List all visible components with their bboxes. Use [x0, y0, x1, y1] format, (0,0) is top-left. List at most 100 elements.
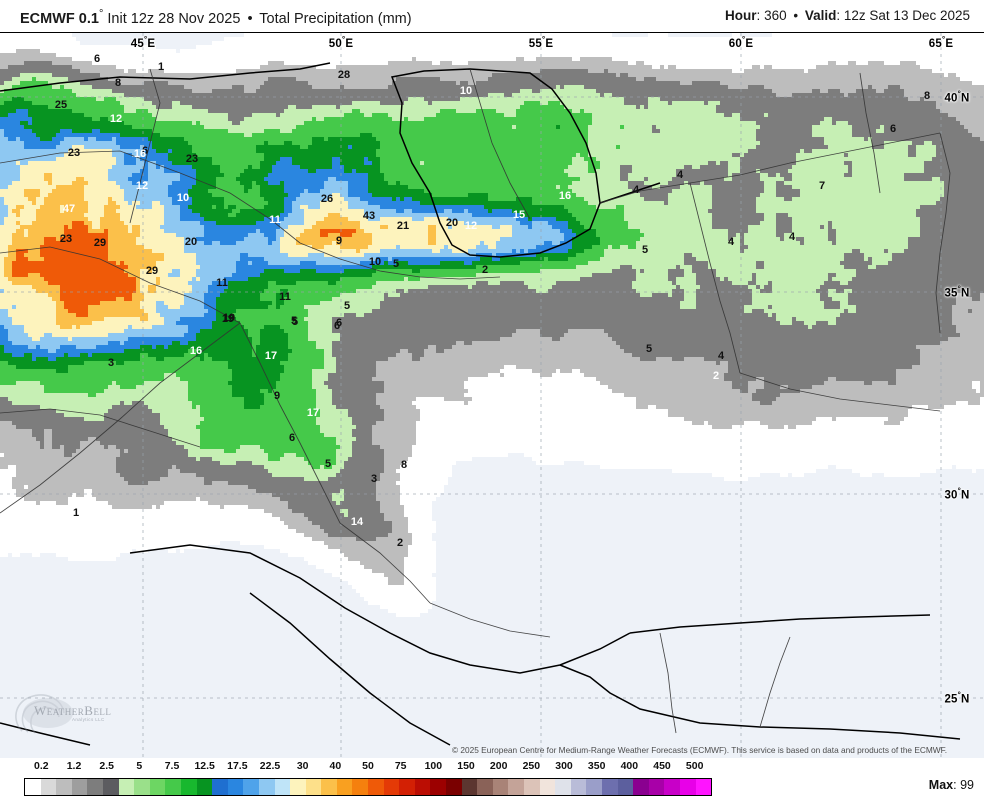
- colorbar-cell: [258, 779, 275, 795]
- colorbar-cell: [87, 779, 103, 795]
- precip-value-label: 20: [445, 217, 459, 229]
- header-separator-1: •: [247, 10, 253, 27]
- colorbar-cell: [274, 779, 291, 795]
- colorbar-tick: 250: [522, 760, 541, 772]
- precip-value-label: 6: [889, 123, 897, 135]
- latitude-label: 30°N: [944, 486, 970, 502]
- hour-value: 360: [764, 8, 787, 23]
- colorbar-cell: [149, 779, 166, 795]
- colorbar-cell: [492, 779, 509, 795]
- precip-value-label: 4: [727, 236, 735, 248]
- colorbar-cell: [165, 779, 181, 795]
- colorbar-cell: [336, 779, 353, 795]
- init-time: Init 12z 28 Nov 2025: [107, 10, 241, 27]
- colorbar-tick: 0.2: [34, 760, 49, 772]
- precip-value-label: 5: [291, 316, 299, 328]
- weatherbell-watermark: WeatherBell Analytics LLC: [8, 691, 128, 737]
- precip-value-label: 16: [558, 190, 572, 202]
- precip-value-label: 19: [222, 312, 236, 324]
- precip-value-label: 20: [184, 236, 198, 248]
- colorbar-tick: 50: [362, 760, 374, 772]
- colorbar-cell: [555, 779, 571, 795]
- colorbar-tick: 7.5: [164, 760, 180, 772]
- colorbar-tick: 17.5: [227, 760, 248, 772]
- precip-value-label: 3: [107, 357, 115, 369]
- longitude-label: 55°E: [528, 35, 554, 50]
- precip-value-label: 5: [324, 458, 332, 470]
- colorbar-cell: [664, 779, 680, 795]
- precip-value-label: 6: [333, 320, 341, 332]
- latitude-label: 25°N: [944, 690, 970, 706]
- header-title-right: Hour: 360 • Valid: 12z Sat 13 Dec 2025: [725, 8, 970, 23]
- precip-value-label: 11: [269, 214, 281, 226]
- colorbar-cell: [399, 779, 415, 795]
- precip-value-label: 6: [141, 145, 149, 157]
- precip-value-label: 12: [464, 220, 478, 232]
- precip-value-label: 6: [288, 432, 296, 444]
- header-separator-2: •: [793, 8, 799, 23]
- colorbar-cell: [446, 779, 462, 795]
- colorbar-cell: [383, 779, 400, 795]
- precip-value-label: 8: [114, 77, 122, 89]
- precip-value-label: 12: [135, 180, 149, 192]
- colorbar-cell: [586, 779, 602, 795]
- precipitation-field: [0, 33, 984, 757]
- precip-value-label: 28: [337, 69, 351, 81]
- colorbar-cell: [243, 779, 259, 795]
- colorbar-tick: 100: [424, 760, 443, 772]
- ecmwf-credit: © 2025 European Centre for Medium-Range …: [452, 745, 948, 755]
- degree-symbol: °: [98, 8, 104, 20]
- valid-label: Valid: [804, 8, 837, 23]
- colorbar-cell: [695, 779, 712, 795]
- colorbar-cell: [352, 779, 369, 795]
- colorbar-cell: [290, 779, 306, 795]
- precip-value-label: 6: [335, 317, 343, 329]
- colorbar-cell: [180, 779, 197, 795]
- precip-value-label: 8: [400, 459, 408, 471]
- precip-value-label: 10: [459, 85, 473, 97]
- colorbar-tick: 300: [555, 760, 573, 772]
- precip-value-label: 9: [335, 235, 343, 247]
- valid-value: 12z Sat 13 Dec 2025: [843, 8, 970, 23]
- colorbar-tick: 30: [296, 760, 309, 772]
- precip-value-label: 1: [72, 507, 80, 519]
- colorbar-tick-labels: 0.2 1.2 2.5 5 7.5 12.5 17.5 22.5 30 40 50 75 100 150 2…: [0, 760, 984, 774]
- precip-value-label: 4: [676, 169, 684, 181]
- precip-value-label: 21: [396, 220, 410, 232]
- colorbar-cell: [477, 779, 493, 795]
- precip-value-label: 17: [264, 350, 278, 362]
- colorbar-cell: [212, 779, 228, 795]
- colorbar-cell: [25, 779, 41, 795]
- precip-value-label: 11: [216, 277, 228, 289]
- colorbar-tick: 150: [457, 760, 475, 772]
- map-canvas[interactable]: 45°E 50°E 55°E 60°E 65°E 40°N 35°N 30°N 25°N 6 1 8…: [0, 32, 984, 760]
- precip-value-label: 14: [350, 516, 364, 528]
- colorbar-cell: [633, 779, 649, 795]
- precip-value-label: 23: [185, 153, 199, 165]
- colorbar-cell: [430, 779, 447, 795]
- colorbar-cell: [40, 779, 57, 795]
- precip-value-label: 5: [392, 258, 400, 270]
- precip-value-label: 10: [176, 192, 190, 204]
- colorbar-tick: 400: [620, 760, 639, 772]
- precip-value-label: 7: [818, 180, 826, 192]
- precip-value-label: 4: [632, 184, 640, 196]
- colorbar-cell: [524, 779, 540, 795]
- colorbar-tick: 1.2: [66, 760, 82, 772]
- colorbar-cell: [368, 779, 384, 795]
- precip-value-label: 12: [109, 113, 123, 125]
- longitude-label: 50°E: [328, 35, 354, 50]
- colorbar-panel: 0.2 1.2 2.5 5 7.5 12.5 17.5 22.5 30 40 50 75 100 150 2…: [0, 758, 984, 808]
- colorbar-tick: 2.5: [99, 760, 114, 772]
- precip-value-label: 1: [157, 61, 165, 73]
- max-value-readout: Max: 99: [928, 778, 974, 792]
- precip-value-label: 2: [712, 370, 720, 382]
- precip-value-label: 25: [54, 99, 68, 111]
- map-header: ECMWF 0.1° Init 12z 28 Nov 2025 • Total …: [0, 0, 984, 32]
- watermark-name: WeatherBell: [34, 703, 112, 718]
- colorbar-cell: [539, 779, 556, 795]
- colorbar-cell: [414, 779, 431, 795]
- colorbar-gradient[interactable]: [24, 778, 712, 796]
- precip-value-label: 5: [645, 343, 653, 355]
- precip-value-label: 43: [362, 210, 376, 222]
